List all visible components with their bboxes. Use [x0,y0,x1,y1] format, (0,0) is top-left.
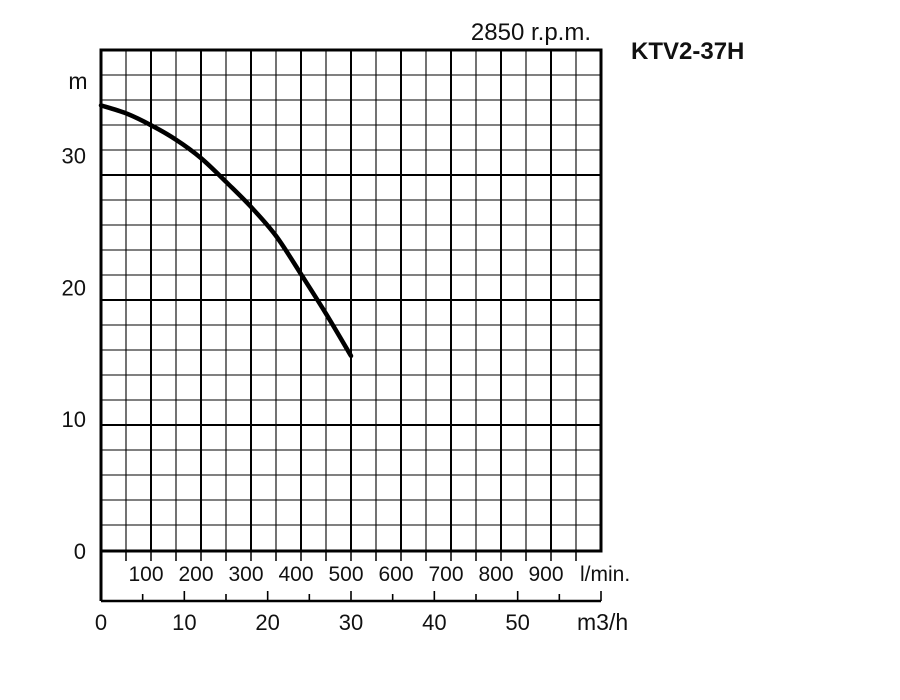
y-tick-label: 20 [62,275,86,300]
lpm-tick-label: 100 [128,563,163,586]
lpm-tick-label: 400 [278,563,313,586]
lpm-tick-label: 200 [178,563,213,586]
x-axis-label-m3h: m3/h [577,609,628,635]
head-flow-curve [98,103,354,359]
m3h-tick-label: 0 [95,610,107,635]
chart-title: KTV2-37H [631,38,744,65]
lpm-tick-label: 600 [378,563,413,586]
speed-label: 2850 r.p.m. [471,19,591,46]
y-axis-label: m [68,68,87,94]
lpm-tick-label: 700 [428,563,463,586]
m3h-tick-label: 10 [172,610,196,635]
lpm-tick-label: 800 [478,563,513,586]
y-tick-label: 0 [74,539,86,564]
m3h-tick-label: 20 [255,610,279,635]
lpm-tick-label: 300 [228,563,263,586]
lpm-tick-label: 500 [328,563,363,586]
y-tick-label: 30 [62,143,86,168]
m3h-tick-label: 50 [505,610,529,635]
m3h-tick-label: 30 [339,610,363,635]
x-axis-label-lpm: l/min. [580,563,630,586]
m3h-tick-label: 40 [422,610,446,635]
y-tick-label: 10 [62,407,86,432]
lpm-tick-label: 900 [528,563,563,586]
